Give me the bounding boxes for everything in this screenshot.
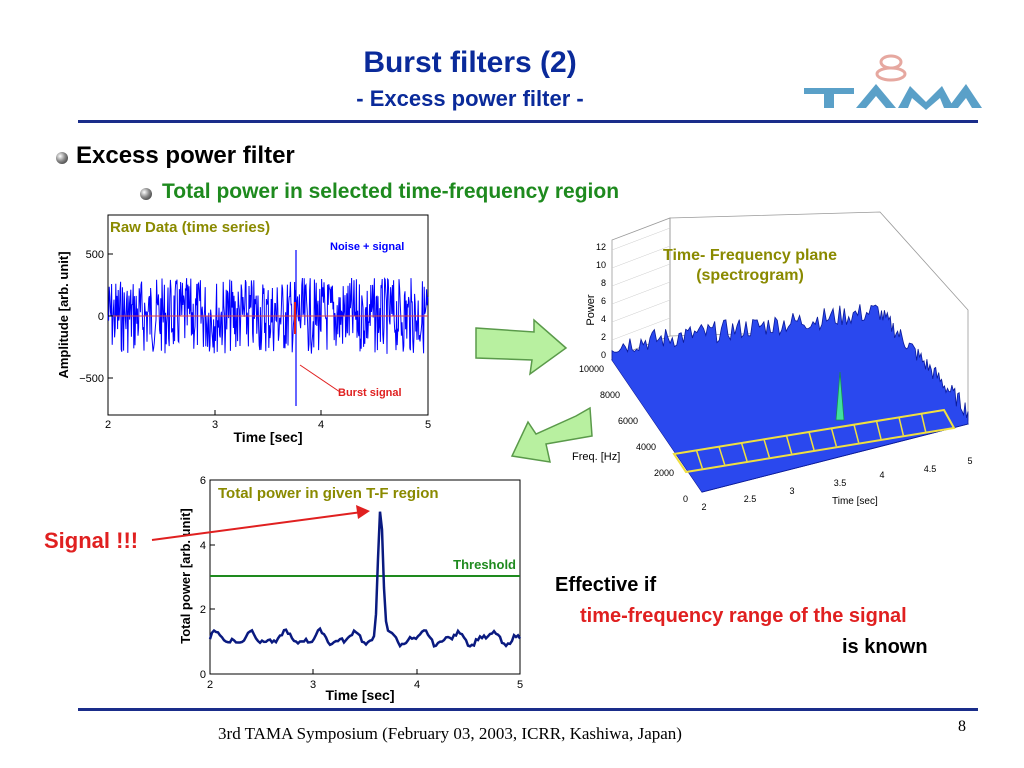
svg-text:3: 3 (310, 679, 316, 691)
svg-text:12: 12 (596, 242, 606, 252)
threshold-label: Threshold (453, 557, 516, 572)
power-xlabel: Time [sec] (326, 687, 395, 703)
svg-text:10000: 10000 (579, 364, 604, 374)
raw-data-plot: 2 3 4 5 500 0 −500 Time [sec] Amplitude … (56, 214, 431, 445)
signal-label: Signal !!! (44, 528, 139, 553)
svg-text:0: 0 (601, 350, 606, 360)
raw-xtick: 4 (318, 419, 324, 431)
title-divider (78, 120, 978, 123)
raw-xtick: 2 (105, 419, 111, 431)
arrow-right-icon (475, 318, 568, 376)
tama-logo (804, 54, 982, 110)
bullet-dot-icon (56, 152, 68, 164)
svg-text:6: 6 (200, 475, 206, 487)
raw-xlabel: Time [sec] (234, 429, 303, 445)
effective-known-text: is known (842, 636, 928, 658)
power-ylabel: Total power [arb. unit] (178, 508, 193, 644)
raw-ytick: 500 (86, 249, 104, 261)
svg-text:4: 4 (414, 679, 420, 691)
tf-spectrogram-plot: 12 10 8 6 4 2 0 Power 10000 8000 6000 40… (572, 211, 973, 510)
page-number: 8 (958, 718, 966, 735)
footer-text: 3rd TAMA Symposium (February 03, 2003, I… (218, 724, 682, 743)
svg-text:8: 8 (601, 278, 606, 288)
tf-freq-label: Freq. [Hz] (572, 451, 620, 463)
svg-text:2: 2 (200, 604, 206, 616)
svg-text:4: 4 (601, 314, 606, 324)
effective-if-text: Effective if (555, 574, 657, 596)
svg-text:8000: 8000 (600, 390, 620, 400)
raw-xtick: 5 (425, 419, 431, 431)
svg-text:4.5: 4.5 (924, 464, 937, 474)
raw-xtick: 3 (212, 419, 218, 431)
svg-text:5: 5 (517, 679, 523, 691)
svg-text:3: 3 (789, 486, 794, 496)
spectrogram-peaks (611, 304, 969, 493)
svg-text:4: 4 (879, 470, 884, 480)
effective-range-text: time-frequency range of the signal (580, 605, 907, 627)
power-plot-title: Total power in given T-F region (218, 485, 439, 502)
bullet-dot-icon (140, 188, 152, 200)
svg-text:2: 2 (601, 332, 606, 342)
signal-pointer-arrow (151, 505, 370, 541)
svg-text:4: 4 (200, 540, 206, 552)
raw-ytick: −500 (79, 373, 104, 385)
svg-text:3.5: 3.5 (834, 478, 847, 488)
svg-text:2: 2 (207, 679, 213, 691)
svg-text:6: 6 (601, 296, 606, 306)
total-power-curve (208, 511, 522, 649)
svg-text:0: 0 (683, 494, 688, 504)
svg-text:2000: 2000 (654, 468, 674, 478)
raw-noise-trace (107, 277, 429, 354)
arrow-down-left-icon (510, 406, 593, 463)
burst-signal-annotation: Burst signal (338, 387, 402, 399)
raw-plot-title: Raw Data (time series) (110, 219, 270, 236)
footer-divider (78, 708, 978, 711)
slide-subtitle: - Excess power filter - (356, 86, 584, 111)
svg-text:5: 5 (967, 456, 972, 466)
svg-text:6000: 6000 (618, 416, 638, 426)
svg-text:4000: 4000 (636, 442, 656, 452)
raw-ytick: 0 (98, 311, 104, 323)
svg-text:0: 0 (200, 669, 206, 681)
bullet-total-power: Total power in selected time-frequency r… (162, 180, 620, 203)
slide-title: Burst filters (2) (363, 46, 577, 79)
svg-text:2: 2 (701, 502, 706, 510)
bullet-excess-power: Excess power filter (76, 142, 295, 169)
spectrogram-signal-peak (835, 371, 845, 421)
svg-text:10: 10 (596, 260, 606, 270)
tf-time-label: Time [sec] (832, 496, 878, 507)
tf-title-line1: Time- Frequency plane (663, 247, 837, 264)
noise-signal-annotation: Noise + signal (330, 241, 404, 253)
raw-ylabel: Amplitude [arb. unit] (56, 251, 71, 378)
tf-power-label: Power (585, 294, 597, 326)
selected-tf-region (672, 408, 956, 474)
svg-text:2.5: 2.5 (744, 494, 757, 504)
tf-title-line2: (spectrogram) (696, 267, 804, 284)
